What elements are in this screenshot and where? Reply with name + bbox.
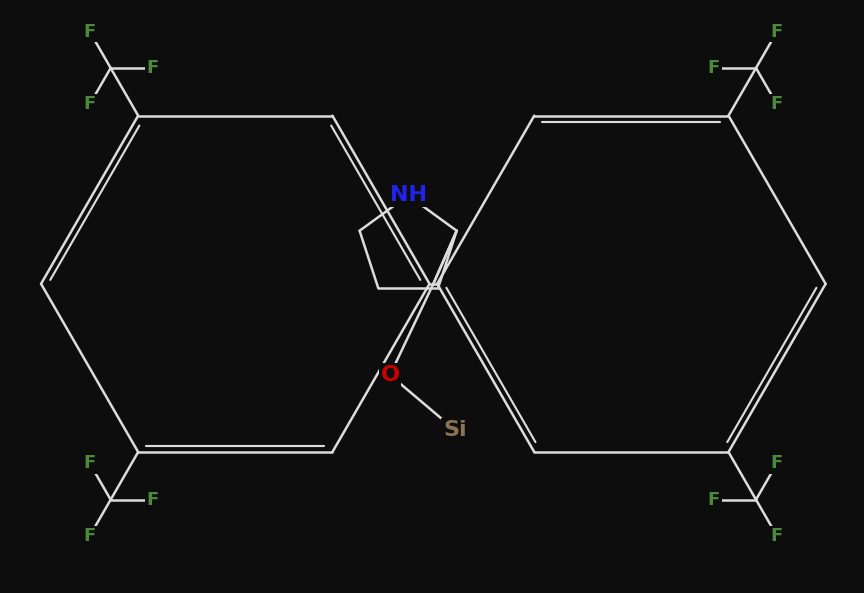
Text: F: F bbox=[84, 454, 96, 472]
Text: Si: Si bbox=[443, 420, 467, 440]
Text: F: F bbox=[147, 59, 159, 77]
Text: F: F bbox=[84, 23, 96, 41]
Text: F: F bbox=[708, 490, 720, 509]
Text: F: F bbox=[708, 59, 720, 77]
Text: F: F bbox=[147, 490, 159, 509]
Text: O: O bbox=[380, 365, 399, 385]
Text: F: F bbox=[771, 454, 783, 472]
Text: F: F bbox=[84, 95, 96, 113]
Text: F: F bbox=[771, 23, 783, 41]
Text: F: F bbox=[84, 527, 96, 545]
Text: F: F bbox=[771, 527, 783, 545]
Text: F: F bbox=[771, 95, 783, 113]
Text: NH: NH bbox=[390, 186, 427, 206]
